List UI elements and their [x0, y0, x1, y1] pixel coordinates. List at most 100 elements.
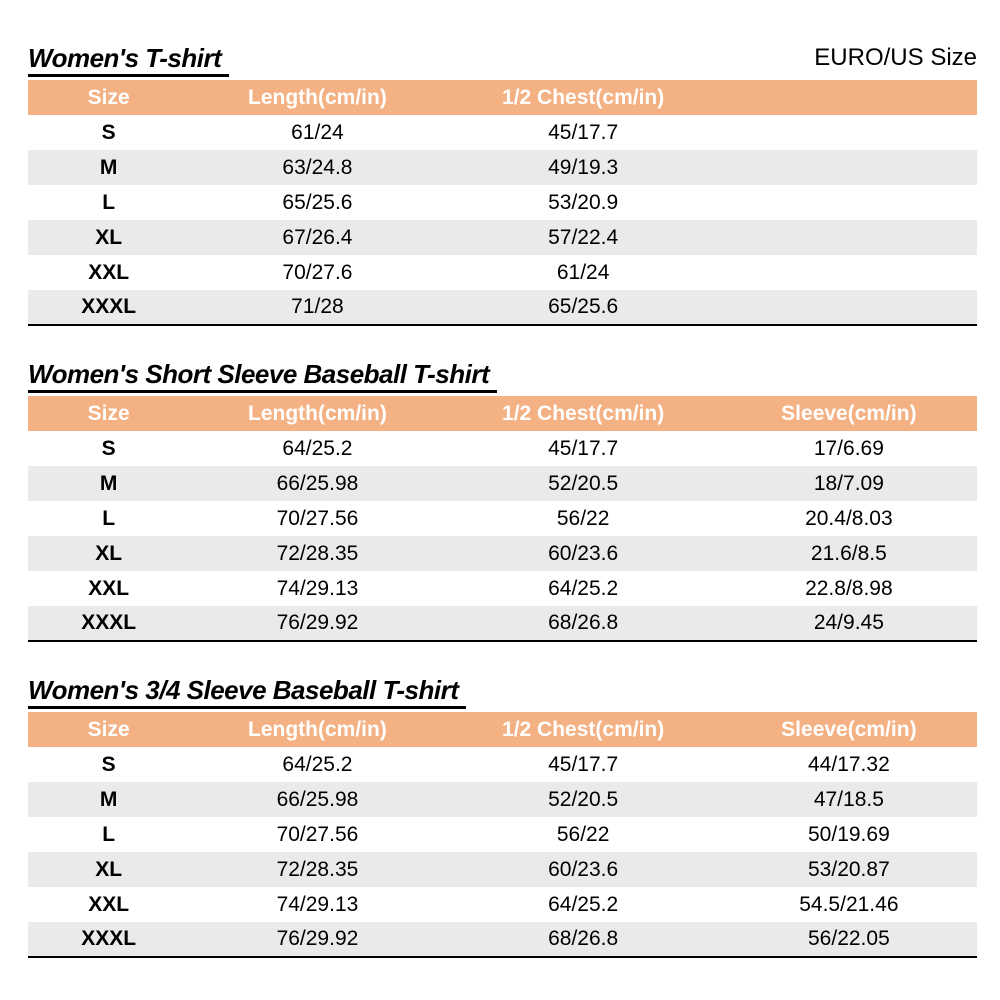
section-short-sleeve-baseball: Women's Short Sleeve Baseball T-shirt Si…: [28, 360, 977, 643]
measurement-cell: 74/29.13: [276, 576, 359, 600]
table-row: S 61/24 45/17.7: [28, 115, 977, 150]
size-cell: XL: [95, 857, 123, 881]
size-cell: XL: [95, 541, 123, 565]
measurement-cell: 71/28: [291, 295, 344, 319]
size-chart-page: Women's T-shirt EURO/US Size Size Length(…: [28, 43, 977, 959]
measurement-cell: 52/20.5: [548, 471, 619, 495]
table-row: XXL 74/29.13 64/25.2 22.8/8.98: [28, 571, 977, 606]
size-cell: L: [102, 506, 116, 530]
column-header: Length(cm/in): [189, 396, 446, 432]
size-cell: XL: [95, 225, 123, 249]
column-header: Sleeve(cm/in): [720, 712, 977, 748]
section-three-quarter-sleeve-baseball: Women's 3/4 Sleeve Baseball T-shirt Size…: [28, 676, 977, 959]
measurement-cell: 54.5/21.46: [799, 892, 899, 916]
measurement-cell: 20.4/8.03: [805, 506, 893, 530]
table-row: M 63/24.8 49/19.3: [28, 150, 977, 186]
size-standard-label: EURO/US Size: [814, 43, 977, 71]
size-cell: L: [102, 822, 116, 846]
measurement-cell: 24/9.45: [813, 611, 884, 635]
measurement-cell: 70/27.56: [276, 822, 359, 846]
measurement-cell: 45/17.7: [548, 120, 619, 144]
measurement-cell: 17/6.69: [813, 436, 884, 460]
measurement-cell: 70/27.56: [276, 506, 359, 530]
column-header: Length(cm/in): [189, 712, 446, 748]
measurement-cell: 52/20.5: [548, 787, 619, 811]
measurement-cell: 65/25.6: [548, 295, 619, 319]
measurement-cell: 18/7.09: [813, 471, 884, 495]
size-table-womens-tshirt: Size Length(cm/in) 1/2 Chest(cm/in) S 61/24 4…: [28, 80, 977, 327]
measurement-cell: 70/27.6: [282, 260, 353, 284]
column-header: 1/2 Chest(cm/in): [445, 712, 721, 748]
table-row: S 64/25.2 45/17.7 17/6.69: [28, 431, 977, 466]
measurement-cell: 21.6/8.5: [810, 541, 887, 565]
measurement-cell: 56/22: [556, 822, 610, 846]
column-header: 1/2 Chest(cm/in): [445, 80, 721, 116]
table-row: S 64/25.2 45/17.7 44/17.32: [28, 747, 977, 782]
measurement-cell: 57/22.4: [548, 225, 619, 249]
measurement-cell: 74/29.13: [276, 892, 359, 916]
size-cell: XXL: [88, 576, 130, 600]
measurement-cell: 53/20.87: [808, 857, 890, 881]
table-row: XXL 74/29.13 64/25.2 54.5/21.46: [28, 887, 977, 922]
section-title-short-sleeve-baseball: Women's Short Sleeve Baseball T-shirt: [28, 360, 498, 394]
measurement-cell: 45/17.7: [548, 752, 619, 776]
table-row: L 65/25.6 53/20.9: [28, 185, 977, 220]
column-header: Sleeve(cm/in): [720, 396, 977, 432]
measurement-cell: 63/24.8: [282, 155, 353, 179]
measurement-cell: 61/24: [556, 260, 610, 284]
size-cell: S: [101, 436, 116, 460]
section-womens-tshirt: Women's T-shirt EURO/US Size Size Length(…: [28, 43, 977, 327]
size-cell: S: [101, 752, 116, 776]
column-header: 1/2 Chest(cm/in): [445, 396, 721, 432]
measurement-cell: 44/17.32: [808, 752, 890, 776]
measurement-cell: 66/25.98: [276, 787, 359, 811]
table-row: M 66/25.98 52/20.5 47/18.5: [28, 782, 977, 818]
measurement-cell: [721, 290, 977, 325]
measurement-cell: 47/18.5: [813, 787, 884, 811]
size-cell: XXL: [88, 260, 130, 284]
section-header-row: Women's T-shirt EURO/US Size: [28, 43, 977, 78]
column-header: Size: [28, 396, 190, 432]
size-cell: XXXL: [81, 295, 137, 319]
column-header: Size: [28, 712, 190, 748]
size-table-short-sleeve-baseball: Size Length(cm/in) 1/2 Chest(cm/in) Sleeve(…: [28, 396, 977, 643]
table-row: XXXL 76/29.92 68/26.8 24/9.45: [28, 606, 977, 642]
measurement-cell: 45/17.7: [548, 436, 619, 460]
measurement-cell: 50/19.69: [808, 822, 890, 846]
measurement-cell: 60/23.6: [548, 541, 619, 565]
measurement-cell: 65/25.6: [282, 190, 353, 214]
measurement-cell: [721, 185, 977, 220]
table-row: M 66/25.98 52/20.5 18/7.09: [28, 466, 977, 502]
measurement-cell: [721, 220, 977, 255]
measurement-cell: 56/22: [556, 506, 610, 530]
table-row: L 70/27.56 56/22 20.4/8.03: [28, 501, 977, 536]
column-header-row: Size Length(cm/in) 1/2 Chest(cm/in) Sleeve(…: [28, 712, 977, 748]
table-row: XL 72/28.35 60/23.6 53/20.87: [28, 852, 977, 888]
measurement-cell: [721, 115, 977, 150]
section-header-row: Women's 3/4 Sleeve Baseball T-shirt: [28, 676, 977, 710]
measurement-cell: 22.8/8.98: [805, 576, 893, 600]
measurement-cell: 49/19.3: [548, 155, 619, 179]
measurement-cell: 66/25.98: [276, 471, 359, 495]
column-header-row: Size Length(cm/in) 1/2 Chest(cm/in) Sleeve(…: [28, 396, 977, 432]
section-title-womens-tshirt: Women's T-shirt: [28, 43, 230, 78]
size-cell: M: [99, 787, 118, 811]
measurement-cell: 64/25.2: [548, 576, 619, 600]
measurement-cell: 64/25.2: [548, 892, 619, 916]
table-row: XL 67/26.4 57/22.4: [28, 220, 977, 256]
size-cell: S: [101, 120, 116, 144]
measurement-cell: 56/22.05: [808, 927, 890, 951]
measurement-cell: 61/24: [291, 120, 344, 144]
table-row: XXL 70/27.6 61/24: [28, 255, 977, 290]
size-cell: M: [99, 471, 118, 495]
measurement-cell: 76/29.92: [276, 611, 359, 635]
column-header-empty: [720, 80, 977, 116]
size-cell: M: [99, 155, 118, 179]
table-row: XXXL 71/28 65/25.6: [28, 290, 977, 326]
measurement-cell: 72/28.35: [276, 541, 359, 565]
measurement-cell: 64/25.2: [282, 436, 353, 460]
size-cell: XXXL: [81, 927, 137, 951]
measurement-cell: 68/26.8: [548, 611, 619, 635]
size-cell: XXL: [88, 892, 130, 916]
measurement-cell: 53/20.9: [548, 190, 619, 214]
